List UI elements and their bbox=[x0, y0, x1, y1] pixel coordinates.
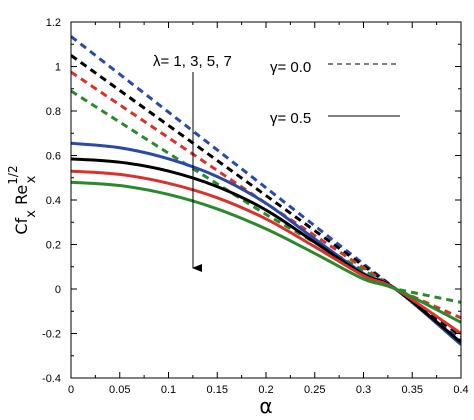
gamma-0-annotation: γ= 0.0 bbox=[270, 59, 311, 76]
lambda-annotation: λ= 1, 3, 5, 7 bbox=[153, 53, 232, 70]
y-title-mid: Re bbox=[12, 185, 31, 210]
y-tick-label: 1 bbox=[55, 62, 61, 74]
y-title-sub1: x bbox=[24, 210, 39, 218]
x-tick-label: 0.15 bbox=[207, 384, 228, 396]
x-tick-label: 0.1 bbox=[161, 384, 176, 396]
series-line-lambda-1-gamma-0-5 bbox=[71, 141, 461, 346]
series-line-lambda-7-gamma-0-5 bbox=[71, 180, 461, 324]
y-axis-title: Cfx Re1/2 x bbox=[6, 165, 39, 234]
y-title-sub2: x bbox=[24, 175, 39, 183]
x-tick-label: 0.05 bbox=[109, 384, 130, 396]
x-tick-label: 0.2 bbox=[258, 384, 273, 396]
series-line-lambda-5-gamma-0 bbox=[71, 70, 461, 320]
x-tick-label: 0.3 bbox=[356, 384, 371, 396]
y-tick-label: -0.4 bbox=[42, 373, 61, 385]
series-line-lambda-7-gamma-0 bbox=[71, 89, 461, 304]
x-tick-label: 0.35 bbox=[402, 384, 423, 396]
x-tick-label: 0.4 bbox=[453, 384, 468, 396]
x-tick-label: 0.25 bbox=[304, 384, 325, 396]
y-tick-label: 1.2 bbox=[46, 17, 61, 29]
x-axis-title: α bbox=[259, 394, 272, 418]
plot-frame bbox=[70, 21, 462, 379]
y-tick-label: 0.4 bbox=[46, 195, 61, 207]
y-axis: -0.4 -0.2 0 0.2 0.4 0.6 0.8 1 1.2 bbox=[42, 17, 461, 385]
y-tick-label: -0.2 bbox=[42, 329, 61, 341]
x-axis: 0 0.05 0.1 0.15 0.2 0.25 0.3 0.35 0.4 bbox=[68, 22, 469, 396]
series-layer bbox=[71, 35, 461, 346]
y-tick-label: 0.2 bbox=[46, 240, 61, 252]
svg-text:Cfx Re1/2x: Cfx Re1/2 x bbox=[6, 165, 39, 234]
y-title-sup: 1/2 bbox=[6, 165, 20, 184]
y-tick-label: 0 bbox=[55, 284, 61, 296]
y-tick-label: 0.6 bbox=[46, 151, 61, 163]
y-tick-label: 0.8 bbox=[46, 106, 61, 118]
x-tick-label: 0 bbox=[68, 384, 74, 396]
y-title-base: Cf bbox=[12, 217, 31, 234]
gamma-05-annotation: γ= 0.5 bbox=[270, 110, 311, 127]
